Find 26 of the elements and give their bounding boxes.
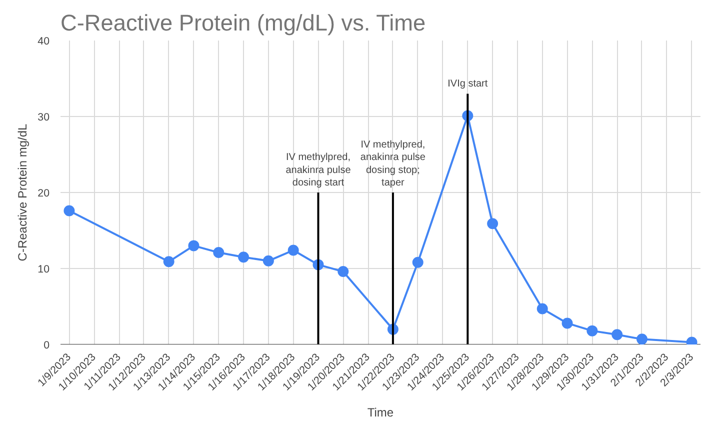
- point: [188, 240, 200, 252]
- y-tick-label: 0: [44, 340, 50, 352]
- point: [412, 256, 424, 268]
- y-axis-title: C-Reactive Protein mg/dL: [16, 123, 30, 262]
- y-tick-label: 20: [38, 188, 50, 200]
- annotation: IV methylpred, anakinra pulse dosing start: [286, 152, 352, 188]
- y-tick-label: 30: [38, 112, 50, 124]
- point: [487, 218, 498, 230]
- point: [288, 244, 299, 256]
- x-axis-title: Time: [367, 405, 394, 420]
- point: [536, 303, 548, 314]
- annotation: IVIg start: [448, 78, 488, 90]
- point: [163, 256, 174, 268]
- point: [586, 325, 598, 336]
- point: [262, 255, 274, 266]
- y-tick-label: 40: [38, 36, 50, 48]
- point: [612, 329, 623, 340]
- point: [338, 266, 349, 278]
- point: [562, 318, 573, 329]
- annotation: IV methylpred, anakinra pulse dosing stop; taper: [360, 140, 426, 188]
- point: [238, 252, 250, 263]
- chart-title: C-Reactive Protein (mg/dL) vs. Time: [60, 10, 426, 36]
- point: [64, 205, 75, 216]
- point: [636, 334, 648, 344]
- point: [213, 247, 224, 258]
- y-tick-label: 10: [38, 264, 50, 276]
